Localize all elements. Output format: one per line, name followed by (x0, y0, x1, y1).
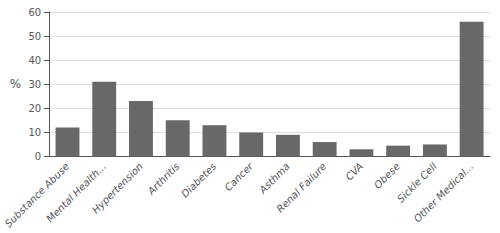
svg-text:Mental Health...: Mental Health... (44, 161, 108, 225)
svg-text:Diabetes: Diabetes (179, 161, 218, 200)
svg-text:50: 50 (28, 31, 41, 42)
svg-text:60: 60 (28, 7, 41, 18)
svg-text:Cancer: Cancer (222, 160, 255, 193)
svg-text:Renal Failure: Renal Failure (274, 161, 328, 215)
svg-text:Hypertension: Hypertension (90, 161, 145, 216)
svg-text:CVA: CVA (343, 161, 365, 183)
svg-text:Obese: Obese (372, 161, 402, 191)
svg-text:Other Medical...: Other Medical... (412, 161, 476, 225)
svg-text:30: 30 (28, 79, 41, 90)
svg-text:Asthma: Asthma (256, 161, 291, 196)
svg-text:10: 10 (28, 127, 41, 138)
svg-text:0: 0 (35, 151, 41, 162)
svg-text:20: 20 (28, 103, 41, 114)
svg-text:Arthritis: Arthritis (145, 161, 182, 198)
svg-text:40: 40 (28, 55, 41, 66)
svg-text:%: % (10, 77, 21, 91)
svg-text:Substance Abuse: Substance Abuse (3, 161, 72, 230)
svg-text:Sickle Cell: Sickle Cell (394, 160, 439, 205)
